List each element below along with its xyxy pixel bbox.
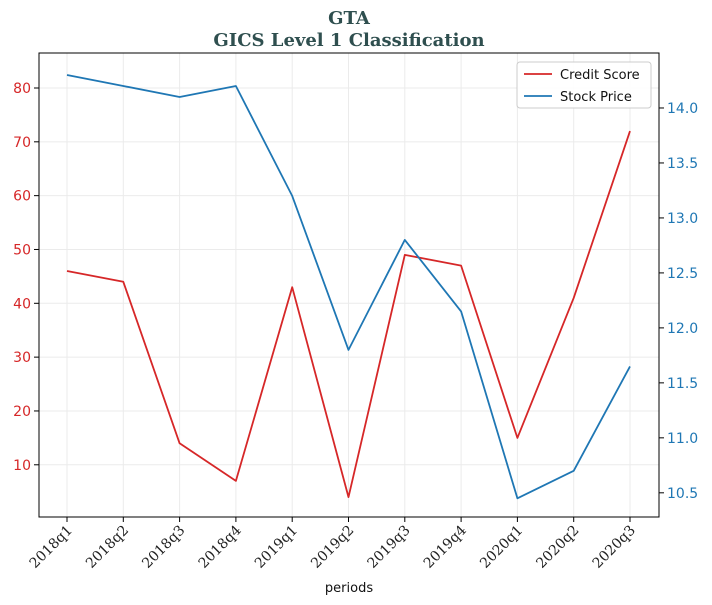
chart-title: GTA xyxy=(328,8,371,29)
left-tick-label: 80 xyxy=(13,81,31,97)
right-tick-label: 12.5 xyxy=(667,266,698,282)
x-tick-label: 2018q3 xyxy=(139,523,188,572)
right-tick-label: 11.0 xyxy=(667,431,698,447)
x-tick-label: 2019q2 xyxy=(308,523,357,572)
x-tick-label: 2018q4 xyxy=(196,522,245,571)
right-tick-label: 11.5 xyxy=(667,376,698,392)
right-tick-label: 13.5 xyxy=(667,156,698,172)
left-tick-label: 20 xyxy=(13,404,31,420)
x-axis-label: periods xyxy=(325,581,373,596)
left-tick-label: 30 xyxy=(13,350,31,366)
x-tick-label: 2019q3 xyxy=(364,523,413,572)
x-tick-label: 2020q1 xyxy=(477,523,526,572)
left-tick-label: 70 xyxy=(13,135,31,151)
right-tick-label: 10.5 xyxy=(667,486,698,502)
credit-score-line xyxy=(66,130,631,499)
chart-subtitle: GICS Level 1 Classification xyxy=(213,30,484,51)
right-tick-label: 13.0 xyxy=(667,211,698,227)
stock-price-line xyxy=(66,74,631,500)
axes: 10 20 30 40 50 60 70 80 10.5 11.0 11.5 12.0 12.5 13.0… xyxy=(13,52,698,572)
left-tick-label: 10 xyxy=(13,458,31,474)
left-tick-label: 40 xyxy=(13,296,31,312)
right-tick-label: 14.0 xyxy=(667,101,698,117)
legend-label: Credit Score xyxy=(560,68,640,83)
grid-lines xyxy=(39,53,659,517)
right-tick-label: 12.0 xyxy=(667,321,698,337)
x-tick-label: 2020q2 xyxy=(533,523,582,572)
x-tick-label: 2018q1 xyxy=(27,523,76,572)
legend: Credit Score Stock Price xyxy=(516,61,652,109)
left-tick-label: 60 xyxy=(13,189,31,205)
left-tick-label: 50 xyxy=(13,242,31,258)
x-tick-label: 2019q4 xyxy=(421,522,470,571)
series-lines xyxy=(66,74,631,500)
x-tick-label: 2020q3 xyxy=(590,523,639,572)
x-tick-label: 2019q1 xyxy=(252,523,301,572)
legend-label: Stock Price xyxy=(560,90,632,105)
x-tick-label: 2018q2 xyxy=(83,523,132,572)
